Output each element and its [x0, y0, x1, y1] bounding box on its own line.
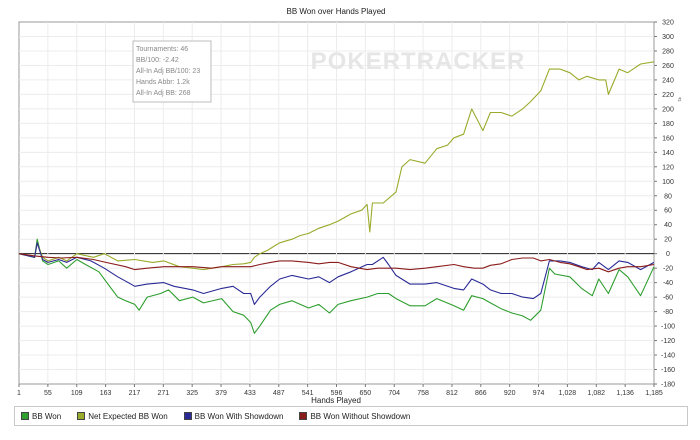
x-tick-label: 866	[475, 390, 487, 397]
legend-swatch	[299, 412, 308, 420]
x-tick-label: 217	[129, 390, 141, 397]
y-tick-label: 80	[664, 193, 672, 200]
y-tick-label: 220	[662, 92, 674, 99]
stats-line: Tournaments: 46	[136, 46, 188, 53]
y-tick-label: 20	[664, 237, 672, 244]
stats-line: BB/100: -2.42	[136, 57, 179, 64]
x-tick-label: 433	[244, 390, 256, 397]
y-tick-label: 240	[662, 77, 674, 84]
pokertracker-watermark-logo: POKERTRACKER	[311, 48, 526, 75]
legend-label: BB Won	[32, 411, 62, 421]
x-tick-label: 55	[44, 390, 52, 397]
y-tick-label: -160	[661, 367, 675, 374]
series-line-bb-won-with-showdown	[18, 242, 655, 305]
y-tick-label: 180	[662, 121, 674, 128]
series-line-net-expected-bb-won	[18, 61, 655, 271]
axis-layer: -180 -160 -140 -120 -100 -80 -60 -40 -20 0 20 40 60 8…	[17, 20, 682, 398]
y-tick-label: 280	[662, 48, 674, 55]
x-tick-label: 1	[17, 390, 21, 397]
y-axis-marker: #	[678, 98, 682, 104]
stats-box: Tournaments: 46 BB/100: -2.42 All-In Adj B…	[132, 40, 212, 103]
x-tick-label: 325	[186, 390, 198, 397]
y-tick-label: 200	[662, 106, 674, 113]
legend-label: BB Won With Showdown	[194, 411, 284, 421]
legend-item: Net Expected BB Won	[77, 411, 168, 421]
stats-line: All-In Adj BB: 268	[136, 90, 191, 97]
y-tick-label: -100	[661, 324, 675, 331]
y-tick-label: 60	[664, 208, 672, 215]
y-tick-label: 0	[666, 251, 670, 258]
stats-box-frame	[132, 40, 212, 103]
y-tick-label: -60	[663, 295, 673, 302]
legend-swatch	[77, 412, 86, 420]
x-tick-label: 109	[71, 390, 83, 397]
x-tick-label: 1,028	[559, 390, 577, 397]
y-tick-label: -180	[661, 382, 675, 389]
x-tick-label: 163	[100, 390, 112, 397]
y-tick-label: -80	[663, 309, 673, 316]
y-tick-label: 40	[664, 222, 672, 229]
series-line-bb-won-without-showdown	[18, 253, 655, 273]
legend-item: BB Won With Showdown	[183, 411, 284, 421]
legend-label: Net Expected BB Won	[88, 411, 168, 421]
x-tick-label: 812	[446, 390, 458, 397]
x-tick-label: 758	[417, 390, 429, 397]
x-tick-label: 541	[302, 390, 314, 397]
legend-item: BB Won Without Showdown	[299, 412, 410, 421]
y-tick-label: -140	[661, 353, 675, 360]
y-tick-label: 260	[662, 63, 674, 70]
stats-line: All-In Adj BB/100: 23	[136, 68, 200, 75]
x-tick-label: 974	[533, 390, 545, 397]
x-tick-label: 920	[504, 390, 516, 397]
x-tick-label: 704	[388, 390, 400, 397]
x-tick-label: 1,136	[616, 390, 634, 397]
legend-swatch	[21, 412, 29, 420]
y-tick-label: 160	[662, 135, 674, 142]
x-tick-label: 1,082	[588, 390, 606, 397]
y-tick-label: 320	[662, 20, 674, 27]
y-tick-label: -40	[663, 280, 673, 287]
series-line-bb-won	[18, 238, 655, 334]
chart-title: BB Won over Hands Played	[286, 7, 385, 16]
y-tick-label: -120	[661, 338, 675, 345]
x-tick-label: 596	[331, 390, 343, 397]
legend-item: BB Won	[21, 412, 61, 421]
legend-swatch	[183, 412, 192, 420]
x-tick-label: 487	[273, 390, 285, 397]
x-tick-label: 1,185	[645, 390, 663, 397]
y-tick-label: -20	[663, 266, 673, 273]
grid-layer	[18, 21, 655, 385]
y-tick-label: 140	[662, 150, 674, 157]
y-tick-label: 300	[662, 34, 674, 41]
legend-label: BB Won Without Showdown	[310, 411, 411, 421]
series-layer	[18, 61, 655, 334]
chart-legend: BB Won Net Expected BB Won BB Won With Sho…	[14, 406, 688, 426]
stats-line: Hands Abbr: 1.2k	[136, 79, 190, 86]
y-tick-label: 120	[662, 164, 674, 171]
watermark-layer: POKERTRACKER	[311, 48, 526, 75]
x-tick-label: 379	[215, 390, 227, 397]
x-tick-label: 650	[360, 390, 372, 397]
x-tick-label: 271	[157, 390, 169, 397]
y-tick-label: 100	[662, 179, 674, 186]
x-axis-label: Hands Played	[311, 396, 361, 405]
